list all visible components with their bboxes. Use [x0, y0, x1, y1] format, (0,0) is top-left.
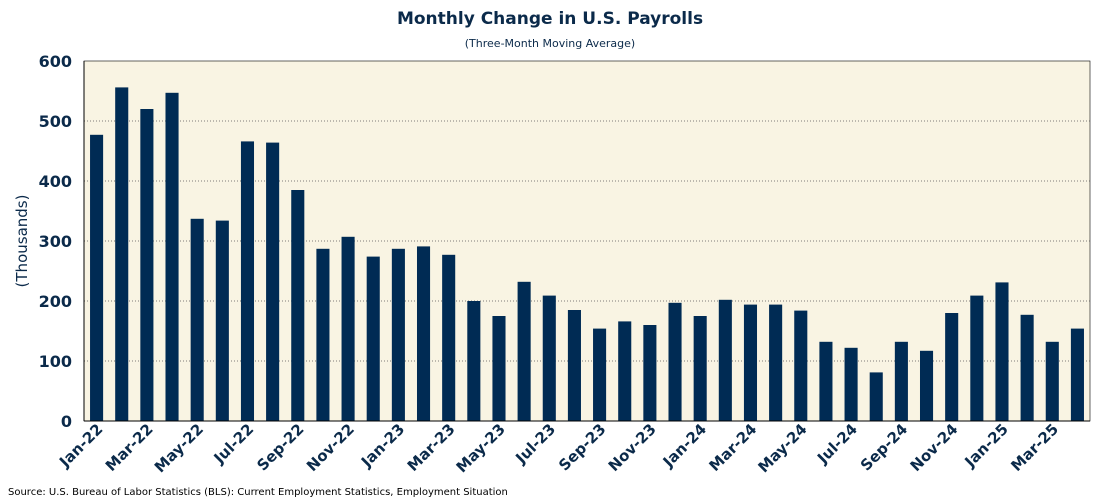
bar-Jul-24 — [844, 347, 858, 421]
bar-Sep-22 — [291, 190, 305, 421]
bar-Aug-22 — [266, 142, 280, 421]
bar-Jul-22 — [240, 141, 255, 421]
bar-Dec-23 — [668, 302, 682, 421]
bar-Nov-22 — [341, 236, 355, 421]
bar-Jan-25 — [995, 282, 1009, 421]
bar-Sep-23 — [593, 328, 607, 421]
x-tick-label: Sep-24 — [857, 420, 911, 474]
bar-May-22 — [190, 218, 204, 421]
x-tick-label: Mar-23 — [404, 420, 459, 475]
x-tick-label: Jan-24 — [659, 420, 710, 471]
x-tick-label: Mar-25 — [1007, 420, 1062, 475]
bar-Feb-22 — [115, 87, 129, 422]
y-tick-label: 100 — [39, 352, 72, 371]
bar-Jun-24 — [819, 341, 833, 421]
bar-Oct-24 — [919, 350, 934, 421]
x-tick-label: May-24 — [754, 420, 810, 476]
bar-Nov-23 — [643, 325, 657, 421]
chart-title: Monthly Change in U.S. Payrolls — [397, 9, 703, 29]
x-tick-label: Jul-24 — [813, 420, 861, 468]
x-tick-label: Jan-23 — [357, 420, 408, 471]
bar-Nov-24 — [945, 313, 959, 421]
bar-Apr-23 — [467, 301, 481, 421]
bar-Aug-23 — [567, 310, 581, 421]
bar-Feb-24 — [718, 299, 732, 421]
y-tick-label: 500 — [39, 112, 72, 131]
bar-May-24 — [794, 310, 808, 421]
source-note: Source: U.S. Bureau of Labor Statistics … — [8, 487, 508, 498]
x-tick-label: Jan-25 — [961, 420, 1012, 471]
y-tick-label: 0 — [61, 412, 72, 431]
bar-Feb-23 — [416, 246, 431, 421]
bars — [90, 87, 1084, 422]
bar-Jun-22 — [215, 220, 229, 421]
bar-Feb-25 — [1020, 314, 1034, 421]
bar-Jan-24 — [693, 316, 707, 421]
x-tick-label: Nov-22 — [303, 420, 358, 475]
bar-Apr-25 — [1070, 328, 1084, 421]
bar-Oct-22 — [316, 248, 330, 421]
bar-Jul-23 — [542, 295, 556, 421]
y-tick-label: 200 — [39, 292, 72, 311]
bar-Jun-23 — [517, 281, 531, 421]
bar-Mar-23 — [442, 254, 456, 421]
bar-Sep-24 — [894, 341, 908, 421]
x-tick-label: Nov-24 — [907, 420, 962, 475]
y-tick-label: 300 — [39, 232, 72, 251]
bar-Oct-23 — [618, 321, 632, 421]
x-tick-label: Sep-23 — [555, 420, 609, 474]
x-tick-label: May-22 — [151, 420, 207, 476]
bar-May-23 — [492, 316, 506, 421]
bar-Aug-24 — [869, 372, 883, 421]
bar-Mar-25 — [1045, 341, 1059, 421]
x-tick-label: Nov-23 — [605, 420, 660, 475]
bar-Apr-22 — [165, 92, 179, 422]
y-axis-label: (Thousands) — [13, 195, 31, 288]
x-tick-label: Jul-23 — [511, 420, 559, 468]
y-tick-label: 400 — [39, 172, 72, 191]
bar-Mar-22 — [140, 109, 154, 421]
bar-Jan-22 — [90, 134, 104, 422]
chart-subtitle: (Three-Month Moving Average) — [465, 37, 635, 50]
bar-Dec-22 — [366, 256, 380, 421]
x-tick-label: Jul-22 — [210, 420, 258, 468]
y-tick-label: 600 — [39, 52, 72, 71]
x-tick-label: Sep-22 — [253, 420, 307, 474]
bar-Apr-24 — [769, 304, 783, 421]
x-tick-label: May-23 — [453, 420, 509, 476]
bar-Jan-23 — [391, 248, 405, 421]
x-tick-label: Mar-22 — [102, 420, 157, 475]
x-tick-label: Mar-24 — [705, 420, 760, 475]
y-tick-labels: 0 100 200 300 400 500 600 — [39, 52, 72, 431]
bar-Mar-24 — [743, 304, 758, 421]
bar-Dec-24 — [970, 295, 984, 421]
